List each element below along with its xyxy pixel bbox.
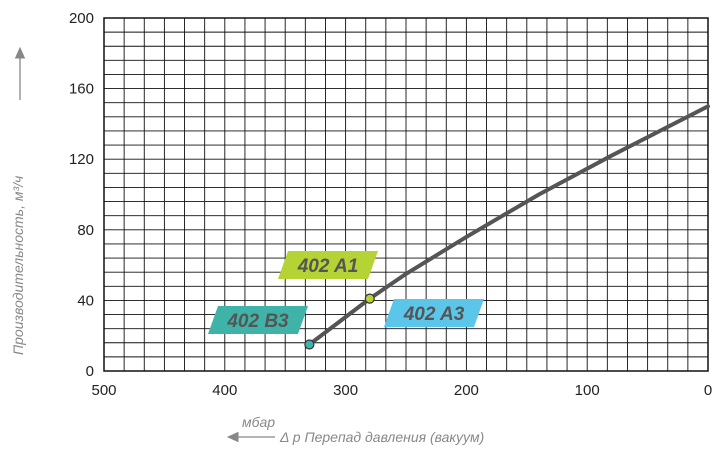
x-tick-label: 0: [704, 382, 712, 399]
data-point: [364, 293, 375, 304]
y-tick-label: 120: [69, 151, 94, 168]
series-badge: [208, 306, 308, 334]
axis-titles: Производительность, м³/ч мбар Δ p Перепа…: [10, 46, 484, 445]
series-badge-label: 402 A3: [403, 304, 465, 325]
x-axis-unit: мбар: [242, 414, 275, 430]
axes: [103, 17, 709, 372]
y-axis-title: Производительность, м³/ч: [10, 176, 26, 355]
data-point: [304, 339, 315, 350]
x-tick-label: 300: [333, 382, 358, 399]
plot-frame: [103, 17, 709, 372]
y-tick-label: 80: [77, 222, 94, 239]
series-badge: [278, 251, 378, 279]
y-tick-label: 160: [69, 81, 94, 98]
x-tick-label: 200: [454, 382, 479, 399]
series-badge: [384, 299, 484, 327]
series-badge-label: 402 B3: [226, 311, 289, 332]
series-line: [307, 104, 710, 347]
y-tick-label: 40: [77, 292, 94, 309]
x-tick-labels: 500 400 300 200 100 0: [91, 382, 712, 399]
x-tick-label: 500: [91, 382, 116, 399]
series-badge-label: 402 A1: [297, 256, 359, 277]
series-layer: [304, 104, 710, 350]
x-axis-title: Δ p Перепад давления (вакуум): [279, 429, 484, 445]
x-tick-label: 400: [212, 382, 237, 399]
y-tick-label: 0: [86, 363, 94, 380]
x-tick-label: 100: [575, 382, 600, 399]
y-tick-labels: 0 40 80 120 160 200: [69, 10, 94, 380]
series-badges: 402 B3 402 A1 402 A3: [208, 251, 484, 334]
y-tick-label: 200: [69, 10, 94, 27]
